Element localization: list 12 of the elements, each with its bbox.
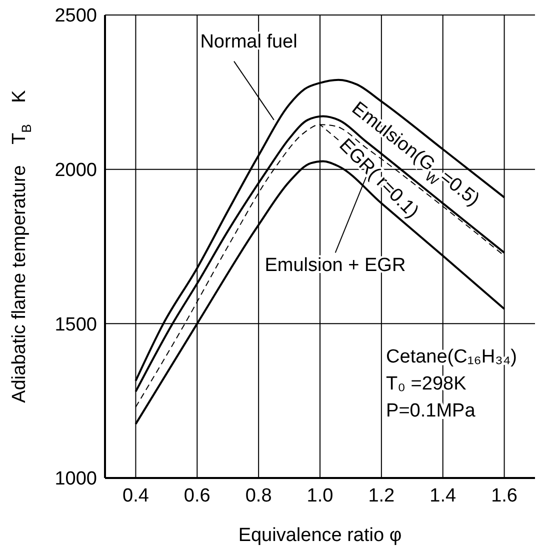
y-tick-label: 1000 xyxy=(54,468,97,490)
y-tick-label: 1500 xyxy=(54,314,97,336)
x-axis-title: Equivalence ratio φ xyxy=(238,525,402,546)
y-tick-label: 2500 xyxy=(54,6,97,27)
x-tick-label: 1.6 xyxy=(491,485,518,506)
x-tick-label: 0.8 xyxy=(245,485,272,506)
x-tick-label: 1.2 xyxy=(368,485,395,506)
y-tick-label: 2000 xyxy=(54,160,97,182)
x-tick-label: 1.0 xyxy=(306,485,334,506)
x-tick-label: 0.4 xyxy=(122,485,150,506)
x-tick-label: 0.6 xyxy=(184,485,210,506)
x-tick-label: 1.4 xyxy=(430,485,456,506)
